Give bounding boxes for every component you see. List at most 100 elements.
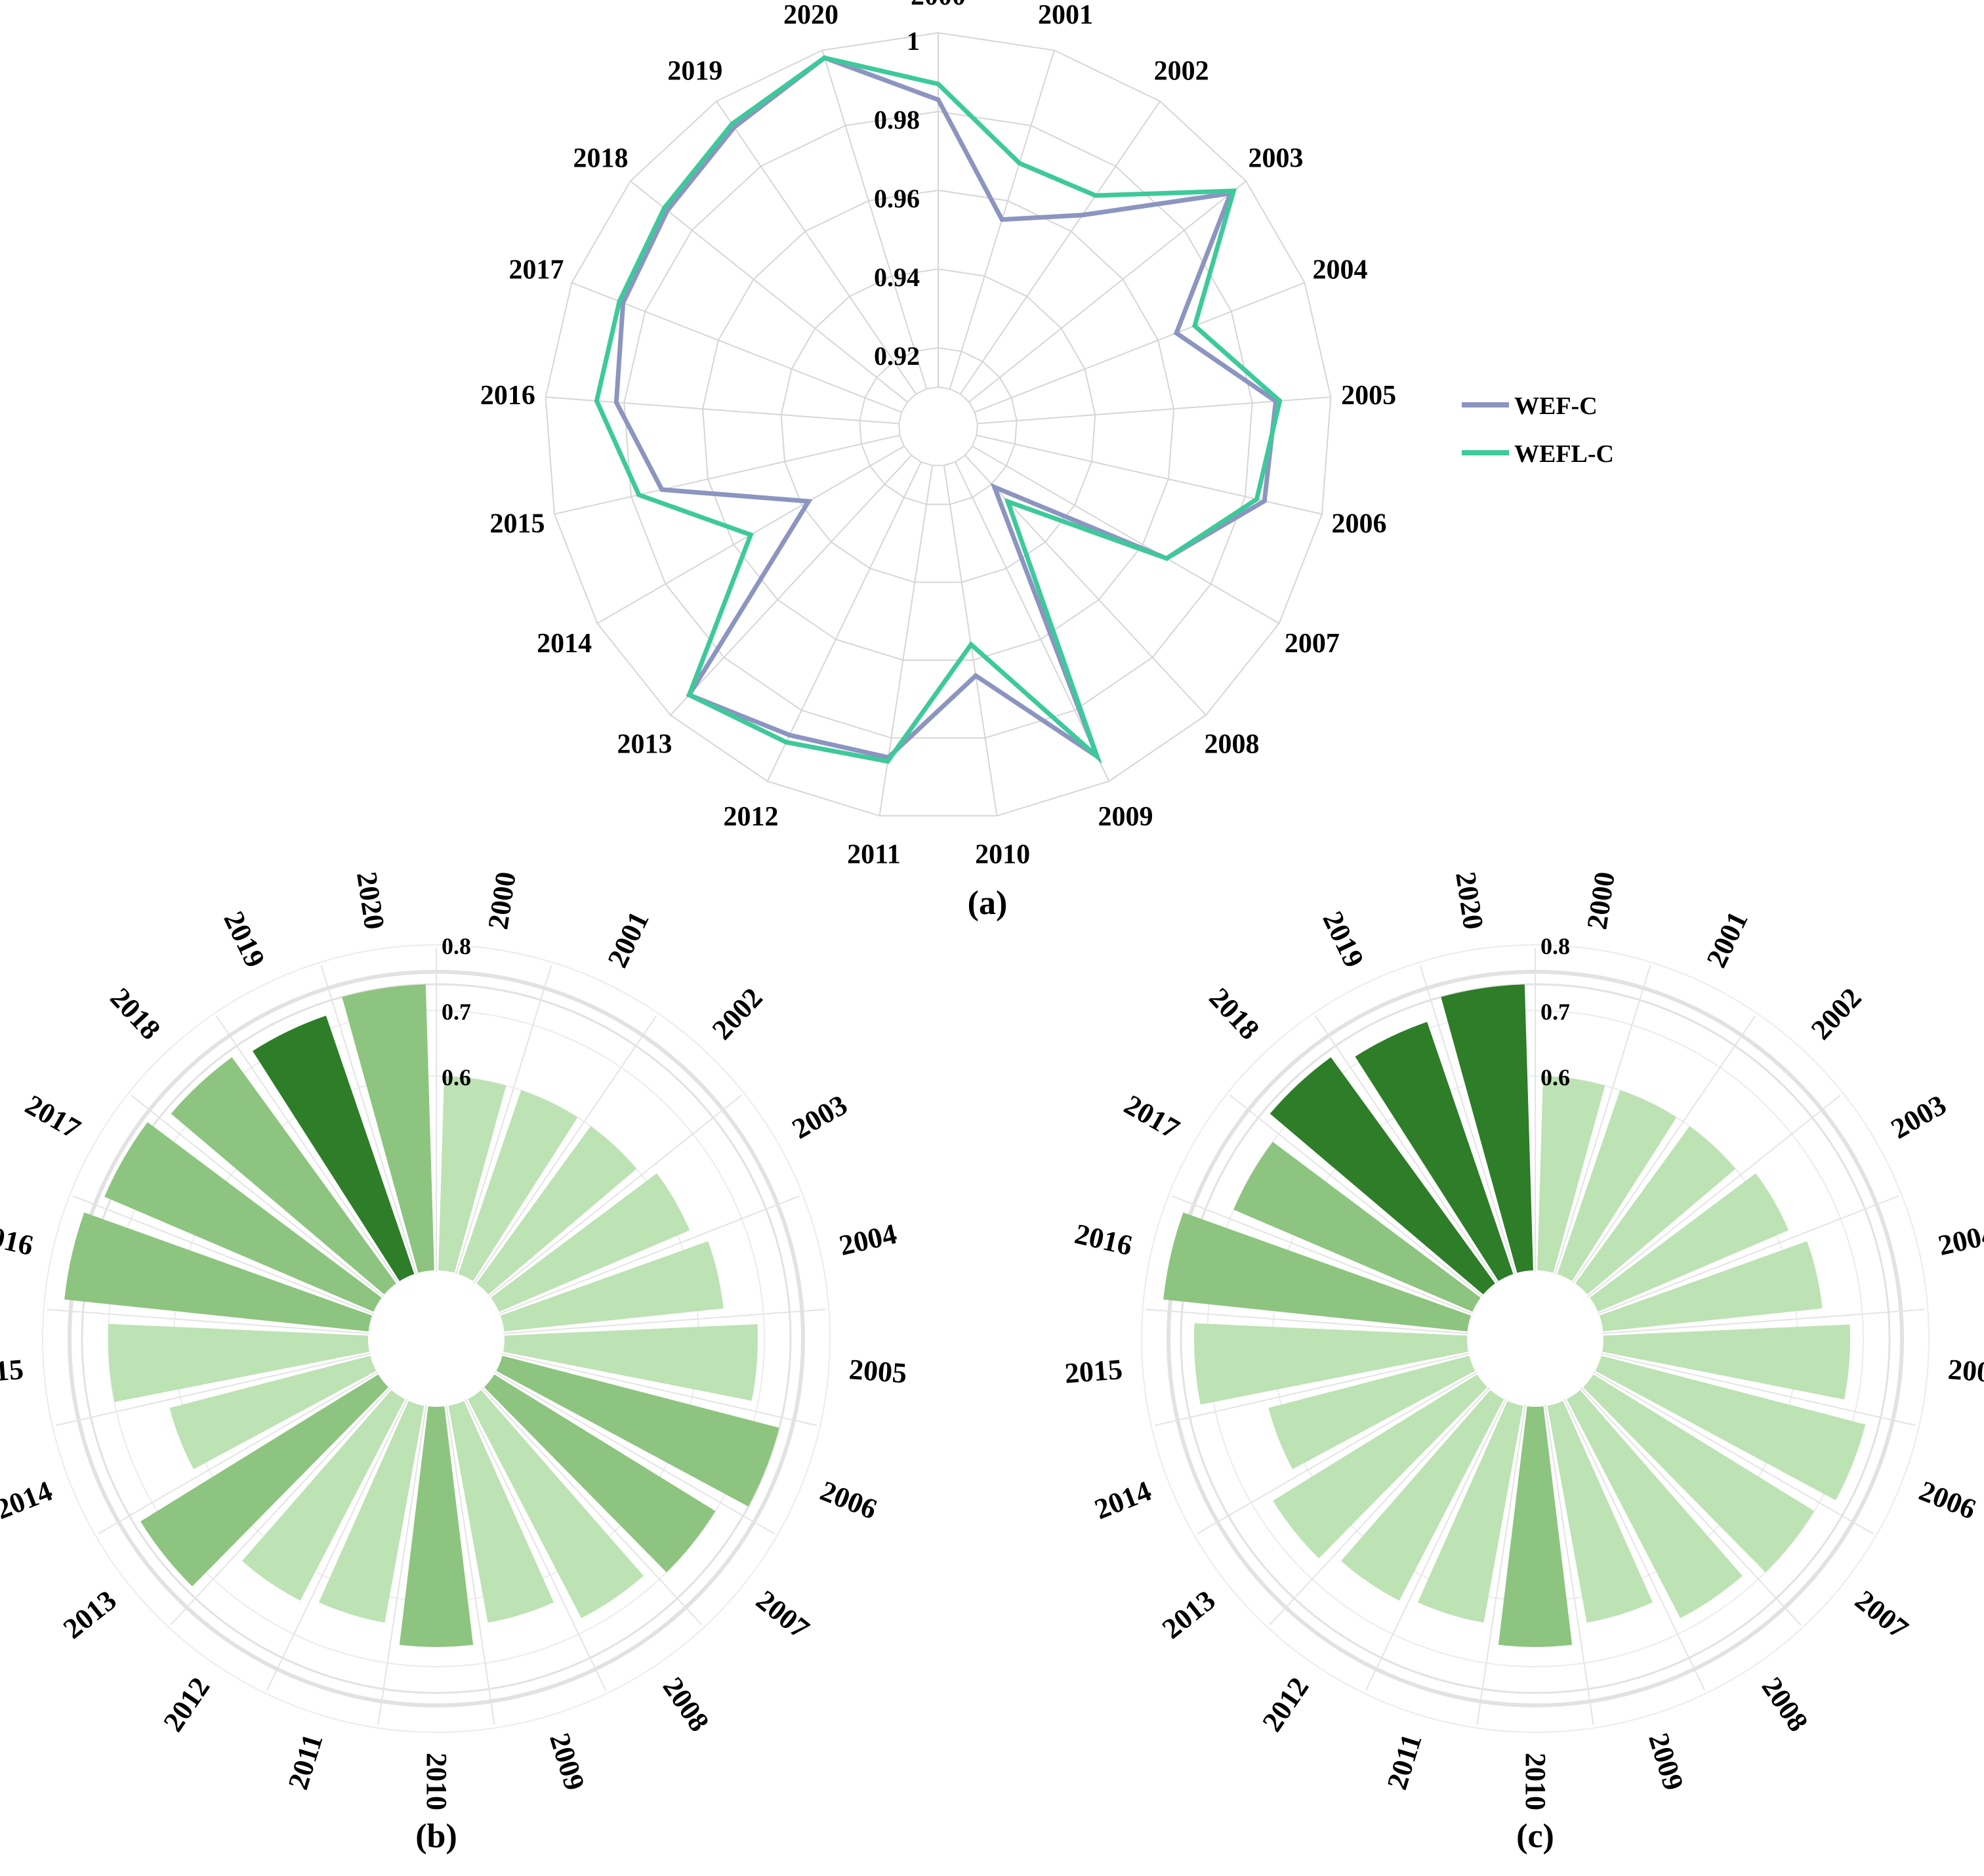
radar-point-wefl-c [885,759,890,764]
radial-bar [1268,1356,1476,1470]
radial-bar [1602,1324,1851,1400]
radar-point-wefl-c [822,55,827,60]
radar-category-label: 2012 [724,802,779,832]
radial-bar [108,1324,369,1402]
radar-tick-label: 0.94 [874,262,920,292]
radar-spoke [977,396,1331,425]
radial-spoke [481,1387,703,1625]
radial-bar [1441,984,1533,1273]
radial-category-label: 2006 [816,1474,882,1526]
radial-spoke [266,1398,408,1691]
radial-category-label: 2016 [1072,1218,1136,1262]
radar-point-wefl-c [1254,497,1260,502]
radar-spoke [943,465,998,816]
radial-bar-chart-c: 0.6 0.7 0.8 2000 2001 2002 2003 2004 2005 2006 200… [1064,869,1984,1810]
radial-category-label: 2007 [750,1584,815,1645]
radial-category-label: 2003 [1886,1089,1952,1145]
radial-category-label: 2013 [57,1584,122,1645]
radar-grid-ring [623,110,1253,739]
radar-category-label: 2002 [1154,56,1209,86]
radar-point-wefl-c [1277,398,1283,404]
radial-spoke [1587,1094,1841,1298]
radial-spoke [1419,965,1516,1275]
radial-spoke [1476,1404,1526,1725]
radial-tick-label: 0.6 [442,1064,471,1091]
radial-spoke [377,1404,427,1725]
radar-spoke [959,100,1161,394]
radial-grid-ring [1141,944,1930,1733]
radial-category-label: 2010 [421,1753,453,1810]
radial-bar [1547,1401,1653,1623]
radial-category-label: 2013 [1156,1584,1221,1645]
radial-spoke [47,1308,370,1335]
radial-tick-label: 0.7 [1540,999,1570,1025]
radial-category-label: 2006 [1915,1474,1981,1526]
radial-spoke [1572,1015,1756,1284]
radar-grid-ring [545,31,1332,817]
radial-category-label: 2020 [350,869,391,931]
radar-point-wefl-c [1192,323,1197,329]
radial-category-label: 2001 [601,906,655,972]
radar-category-label: 2017 [508,255,564,285]
radial-category-label: 2003 [787,1089,853,1145]
radial-category-label: 2011 [282,1730,329,1793]
radial-spoke [131,1094,384,1298]
radial-spoke [1580,1387,1802,1625]
radar-point-wefl-c [686,692,692,698]
radial-spoke [1146,1308,1469,1335]
radar-point-wefl-c [968,642,974,647]
radial-bar [1582,1374,1815,1573]
radar-point-wefl-c [617,299,622,304]
legend-label-wef-c: WEF-C [1514,392,1598,420]
radar-point-wefl-c [730,121,735,127]
radial-category-label: 2010 [1519,1753,1552,1810]
radial-bar [1599,1241,1823,1332]
panel-label-b: (b) [415,1818,457,1855]
radial-category-label: 2019 [217,906,271,972]
radar-category-label: 2004 [1313,255,1368,285]
radial-spoke [503,1308,826,1335]
radar-category-label: 2010 [975,840,1030,870]
radial-bar-chart-b: 0.6 0.7 0.8 2000 2001 2002 2003 2004 2005 2006 200… [0,869,908,1810]
legend-label-wefl-c: WEFL-C [1514,440,1614,468]
radar-point-wef-c [665,208,670,213]
radial-bar [1537,1076,1605,1273]
radar-point-wef-c [936,97,941,102]
radial-spoke [1269,1387,1491,1625]
radar-point-wefl-c [1093,193,1098,198]
radial-bar [1498,1406,1573,1647]
radial-spoke [488,1094,742,1298]
radial-category-label: 2018 [104,982,167,1046]
radial-spoke [1592,1371,1874,1535]
radar-spoke [968,180,1247,403]
radial-category-label: 2011 [1381,1730,1428,1793]
radial-grid-ring [42,944,831,1733]
radial-spoke [1563,1398,1706,1691]
radial-bar [253,1015,415,1282]
radial-bar [1595,1356,1866,1501]
radial-category-label: 2018 [1203,982,1266,1046]
radial-bar [503,1324,758,1401]
radial-spoke [501,1352,817,1427]
radial-category-label: 2000 [1581,869,1621,931]
radar-point-wefl-c [783,740,789,745]
radial-spoke [455,965,552,1275]
radar-tick-label: 0.96 [874,184,920,213]
radial-category-label: 2005 [1947,1353,1984,1389]
radial-spoke [170,1387,392,1625]
radial-spoke [465,1398,607,1691]
radar-spoke [571,281,902,413]
radar-point-wefl-c [936,81,941,87]
radar-category-label: 2001 [1038,0,1093,30]
radial-spoke [98,1371,379,1535]
radar-point-wef-c [973,673,978,678]
radar-point-wef-c [621,300,626,305]
radial-category-label: 2020 [1449,869,1490,931]
radar-point-wefl-c [1017,161,1022,166]
radial-category-label: 2015 [0,1353,25,1389]
radial-spoke [1230,1094,1483,1298]
radial-bar [1163,1212,1472,1332]
radar-grid-ring [701,189,1175,661]
radial-bar [1270,1057,1495,1295]
